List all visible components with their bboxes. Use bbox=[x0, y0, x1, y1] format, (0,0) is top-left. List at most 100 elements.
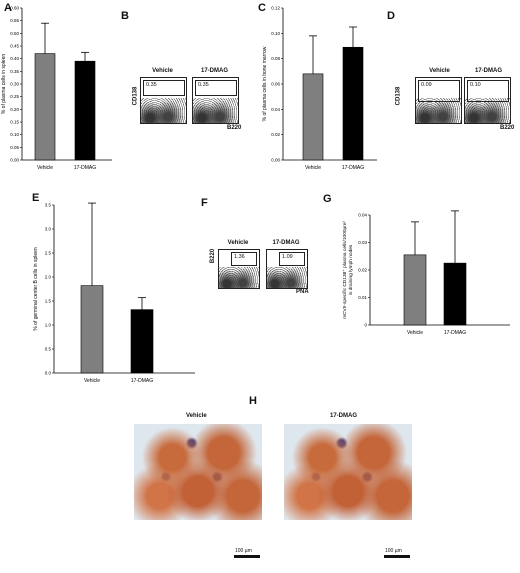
chart-g: 0 0.01 0.02 0.03 0.04 mCVII-specific CD138⁺ p… bbox=[342, 210, 510, 336]
y-tick-label: 0.06 bbox=[271, 82, 280, 87]
facs-dots bbox=[416, 98, 461, 123]
facs-d-yaxis: CD138 bbox=[395, 86, 402, 106]
bar-17-dmag bbox=[74, 60, 96, 161]
y-tick-label: 0.04 bbox=[271, 107, 280, 112]
facs-d-value-dmag: 0.10 bbox=[470, 82, 481, 88]
y-tick-label: 0.05 bbox=[10, 145, 19, 150]
y-tick-label: 3.0 bbox=[45, 227, 52, 232]
y-tick-label: 0.50 bbox=[10, 31, 19, 36]
facs-b-box-dmag: 0.35 bbox=[192, 77, 239, 124]
y-tick-label: 0.15 bbox=[10, 120, 19, 125]
y-tick-label: 0.20 bbox=[10, 107, 19, 112]
y-tick-label: 0.08 bbox=[271, 56, 280, 61]
y-tick-label: 2.0 bbox=[45, 275, 52, 280]
chart-e: 0.0 0.5 1.0 1.5 2.0 2.5 3.0 3.5 % of germinal ce… bbox=[33, 203, 195, 384]
bar-vehicle bbox=[302, 73, 324, 161]
facs-b-value-dmag: 0.35 bbox=[198, 82, 209, 88]
x-category-label: Vehicle bbox=[37, 165, 53, 171]
panel-letter-c: C bbox=[258, 2, 266, 14]
y-axis-label-line2: in draining lymph nodes bbox=[348, 244, 354, 295]
bar-vehicle bbox=[403, 254, 427, 326]
y-tick-label: 0.01 bbox=[358, 295, 367, 300]
y-tick-label: 3.5 bbox=[45, 203, 52, 208]
facs-f-yaxis: B220 bbox=[210, 248, 217, 264]
facs-gate bbox=[279, 252, 305, 266]
x-category-label: Vehicle bbox=[84, 378, 100, 384]
y-tick-label: 0.40 bbox=[10, 56, 19, 61]
x-category-label: 17-DMAG bbox=[342, 165, 364, 171]
y-tick-label: 0.00 bbox=[271, 158, 280, 163]
facs-d-value-vehicle: 0.09 bbox=[421, 82, 432, 88]
y-tick-label: 0.55 bbox=[10, 18, 19, 23]
y-tick-label: 0.45 bbox=[10, 44, 19, 49]
y-tick-label: 1.0 bbox=[45, 323, 52, 328]
facs-plot-b: CD138 Vehicle 17-DMAG 0.35 0.35 B220 bbox=[130, 65, 250, 140]
panel-letter-e: E bbox=[32, 192, 40, 204]
facs-b-yaxis: CD138 bbox=[132, 86, 139, 106]
scale-bar-vehicle bbox=[234, 555, 260, 558]
facs-f-xaxis: PNA bbox=[296, 289, 309, 295]
histology-panel: Vehicle 17-DMAG 100 µm 100 µm bbox=[134, 410, 414, 570]
facs-gate bbox=[231, 252, 257, 266]
facs-b-value-vehicle: 0.35 bbox=[146, 82, 157, 88]
bar-17-dmag bbox=[443, 262, 467, 326]
histology-title-dmag: 17-DMAG bbox=[330, 413, 358, 419]
x-category-label: Vehicle bbox=[407, 330, 423, 336]
x-category-label: 17-DMAG bbox=[131, 378, 153, 384]
y-tick-label: 0.04 bbox=[358, 213, 367, 218]
y-axis-label: % of plasma cells in spleen bbox=[1, 54, 7, 115]
chart-c: 0.00 0.02 0.04 0.06 0.08 0.10 0.12 % of plasma … bbox=[262, 6, 377, 171]
facs-d-box-vehicle: 0.09 bbox=[415, 77, 462, 124]
y-tick-label: 0.60 bbox=[10, 6, 19, 11]
facs-b-title-dmag: 17-DMAG bbox=[200, 68, 228, 74]
facs-dots bbox=[465, 98, 510, 123]
y-tick-label: 0.02 bbox=[271, 132, 280, 137]
y-tick-label: 0.10 bbox=[271, 31, 280, 36]
y-tick-label: 0.35 bbox=[10, 69, 19, 74]
y-tick-label: 0 bbox=[364, 323, 367, 328]
scale-label-dmag: 100 µm bbox=[385, 548, 402, 554]
facs-dots bbox=[267, 267, 307, 288]
facs-dots bbox=[193, 98, 238, 123]
scale-bar-dmag bbox=[384, 555, 410, 558]
y-tick-label: 2.5 bbox=[45, 251, 52, 256]
facs-f-value-dmag: 1.09 bbox=[282, 254, 293, 260]
panel-letter-g: G bbox=[323, 193, 332, 205]
facs-d-title-vehicle: Vehicle bbox=[429, 68, 450, 74]
bar-vehicle bbox=[34, 53, 56, 161]
facs-dots bbox=[219, 267, 259, 288]
scale-label-vehicle: 100 µm bbox=[235, 548, 252, 554]
y-tick-label: 0.0 bbox=[45, 371, 52, 376]
histology-image-vehicle bbox=[134, 424, 262, 520]
histology-title-vehicle: Vehicle bbox=[186, 413, 207, 419]
facs-f-title-dmag: 17-DMAG bbox=[272, 240, 300, 246]
y-tick-label: 1.5 bbox=[45, 299, 52, 304]
facs-dots bbox=[141, 98, 186, 123]
facs-plot-d: CD138 Vehicle 17-DMAG 0.09 0.10 B220 bbox=[393, 65, 518, 140]
facs-b-xaxis: B220 bbox=[227, 125, 242, 131]
x-category-label: 17-DMAG bbox=[444, 330, 466, 336]
y-axis-label: % of plasma cells in bone marrow bbox=[262, 46, 268, 121]
y-tick-label: 0.02 bbox=[358, 268, 367, 273]
facs-plot-f: B220 Vehicle 17-DMAG 1.36 1.09 PNA bbox=[210, 237, 320, 299]
panel-letter-f: F bbox=[201, 197, 208, 209]
panel-letter-d: D bbox=[387, 10, 395, 22]
y-axis-label: % of germinal center B cells in spleen bbox=[33, 247, 39, 331]
x-category-label: Vehicle bbox=[305, 165, 321, 171]
y-tick-label: 0.30 bbox=[10, 82, 19, 87]
facs-f-value-vehicle: 1.36 bbox=[234, 254, 245, 260]
bar-17-dmag bbox=[342, 46, 364, 161]
x-category-label: 17-DMAG bbox=[74, 165, 96, 171]
y-tick-label: 0.5 bbox=[45, 347, 52, 352]
y-tick-label: 0.25 bbox=[10, 94, 19, 99]
panel-letter-a: A bbox=[4, 2, 12, 14]
facs-d-title-dmag: 17-DMAG bbox=[474, 68, 502, 74]
y-tick-label: 0.03 bbox=[358, 240, 367, 245]
facs-f-box-vehicle: 1.36 bbox=[218, 249, 260, 289]
y-axis-label: mCVII-specific CD138⁺ plasma cells/1000µ… bbox=[342, 221, 348, 319]
facs-gate bbox=[143, 80, 185, 96]
y-tick-label: 0.12 bbox=[271, 6, 280, 11]
bar-17-dmag bbox=[130, 309, 154, 374]
y-tick-label: 0.00 bbox=[10, 158, 19, 163]
panel-letter-h: H bbox=[249, 395, 257, 407]
